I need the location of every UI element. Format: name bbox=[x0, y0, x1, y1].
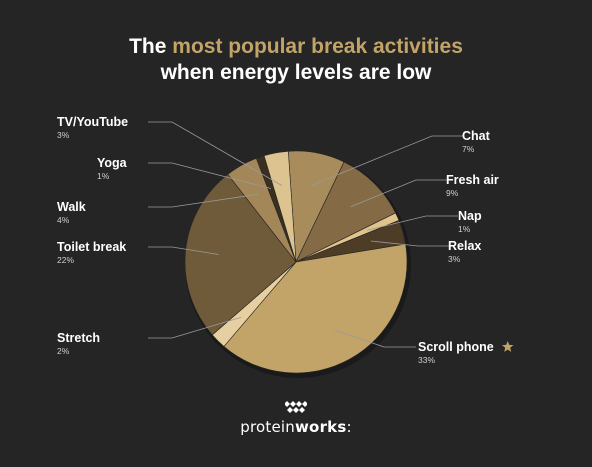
slice-tv-youtube bbox=[263, 150, 297, 263]
label-nap: Nap bbox=[458, 209, 482, 223]
leader-stretch bbox=[148, 316, 242, 339]
pct-walk: 4% bbox=[57, 215, 70, 225]
pct-tv-youtube: 3% bbox=[57, 130, 70, 140]
title-line2: when energy levels are low bbox=[160, 61, 432, 84]
leader-nap bbox=[366, 215, 458, 231]
pct-scroll-phone: 33% bbox=[418, 355, 435, 365]
star-icon bbox=[502, 341, 514, 352]
label-fresh-air: Fresh air bbox=[446, 173, 499, 187]
leader-scroll-phone bbox=[334, 329, 416, 348]
slice-toilet-break bbox=[184, 173, 297, 336]
brand-logo: proteinworks: bbox=[0, 400, 592, 436]
pct-yoga: 1% bbox=[97, 171, 110, 181]
label-relax: Relax bbox=[448, 239, 481, 253]
leader-yoga bbox=[148, 162, 271, 189]
chart-title: The most popular break activities when e… bbox=[0, 34, 592, 86]
leader-fresh-air bbox=[350, 179, 448, 208]
brand-name-light: protein bbox=[240, 418, 295, 436]
label-walk: Walk bbox=[57, 200, 86, 214]
pct-stretch: 2% bbox=[57, 346, 70, 356]
leader-lines bbox=[148, 121, 464, 348]
label-chat: Chat bbox=[462, 129, 491, 143]
checkered-flag-icon bbox=[285, 401, 307, 413]
title-accent: most popular break activities bbox=[172, 35, 463, 58]
label-scroll-phone: Scroll phone bbox=[418, 340, 494, 354]
slice-scroll-phone bbox=[223, 243, 408, 374]
leader-relax bbox=[370, 240, 450, 247]
slice-fresh-air bbox=[295, 161, 396, 263]
leader-tv-youtube bbox=[148, 121, 283, 186]
leader-walk bbox=[148, 193, 258, 208]
brand-name-bold: works bbox=[295, 418, 347, 436]
pct-nap: 1% bbox=[458, 224, 471, 234]
pct-relax: 3% bbox=[448, 254, 461, 264]
pie-slices bbox=[184, 150, 411, 378]
pct-fresh-air: 9% bbox=[446, 188, 459, 198]
label-tv-youtube: TV/YouTube bbox=[57, 115, 128, 129]
label-stretch: Stretch bbox=[57, 331, 100, 345]
pct-chat: 7% bbox=[462, 144, 475, 154]
label-yoga: Yoga bbox=[97, 156, 128, 170]
label-toilet-break: Toilet break bbox=[57, 240, 126, 254]
brand-suffix: : bbox=[346, 418, 352, 436]
title-prefix: The bbox=[129, 35, 167, 58]
leader-toilet-break bbox=[148, 246, 219, 255]
pct-toilet-break: 22% bbox=[57, 255, 74, 265]
leader-chat bbox=[310, 135, 464, 187]
